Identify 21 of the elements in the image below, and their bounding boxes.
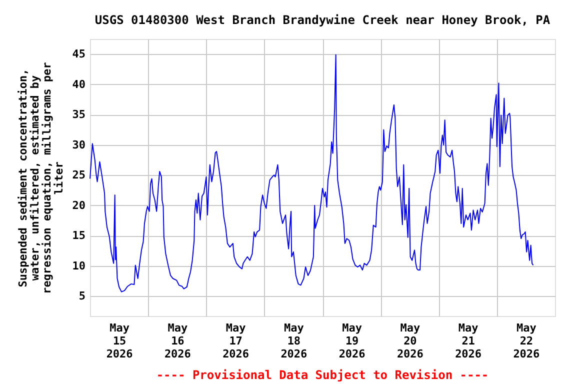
y-tick-label: 40	[72, 78, 86, 91]
y-tick-label: 20	[72, 198, 86, 212]
x-tick-label: May 22 2026	[513, 322, 540, 360]
y-tick-label: 10	[72, 259, 86, 272]
y-tick-label: 15	[72, 229, 86, 242]
x-tick-label: May 19 2026	[338, 322, 366, 360]
y-axis-title: Suspended sediment concentration, water, unfiltered, estimated by regression equation, milligrams per liter	[16, 62, 66, 294]
y-tick-label: 45	[72, 48, 86, 61]
x-tick-label: May 20 2026	[396, 322, 424, 360]
y-tick-label: 30	[72, 138, 86, 152]
line-series	[90, 54, 534, 292]
y-tick-label: 35	[72, 108, 86, 122]
x-tick-label: May 15 2026	[106, 322, 134, 360]
y-tick-label: 5	[78, 290, 86, 303]
x-tick-label: May 18 2026	[280, 322, 308, 360]
chart-title: USGS 01480300 West Branch Brandywine Creek near Honey Brook, PA	[94, 13, 551, 27]
y-tick-label: 25	[72, 168, 86, 182]
x-tick-label: May 17 2026	[222, 322, 250, 360]
x-tick-label: May 16 2026	[164, 322, 192, 360]
x-tick-label: May 21 2026	[455, 322, 482, 360]
text: ---- Provisional Data Subject to Revision ----	[156, 368, 489, 382]
